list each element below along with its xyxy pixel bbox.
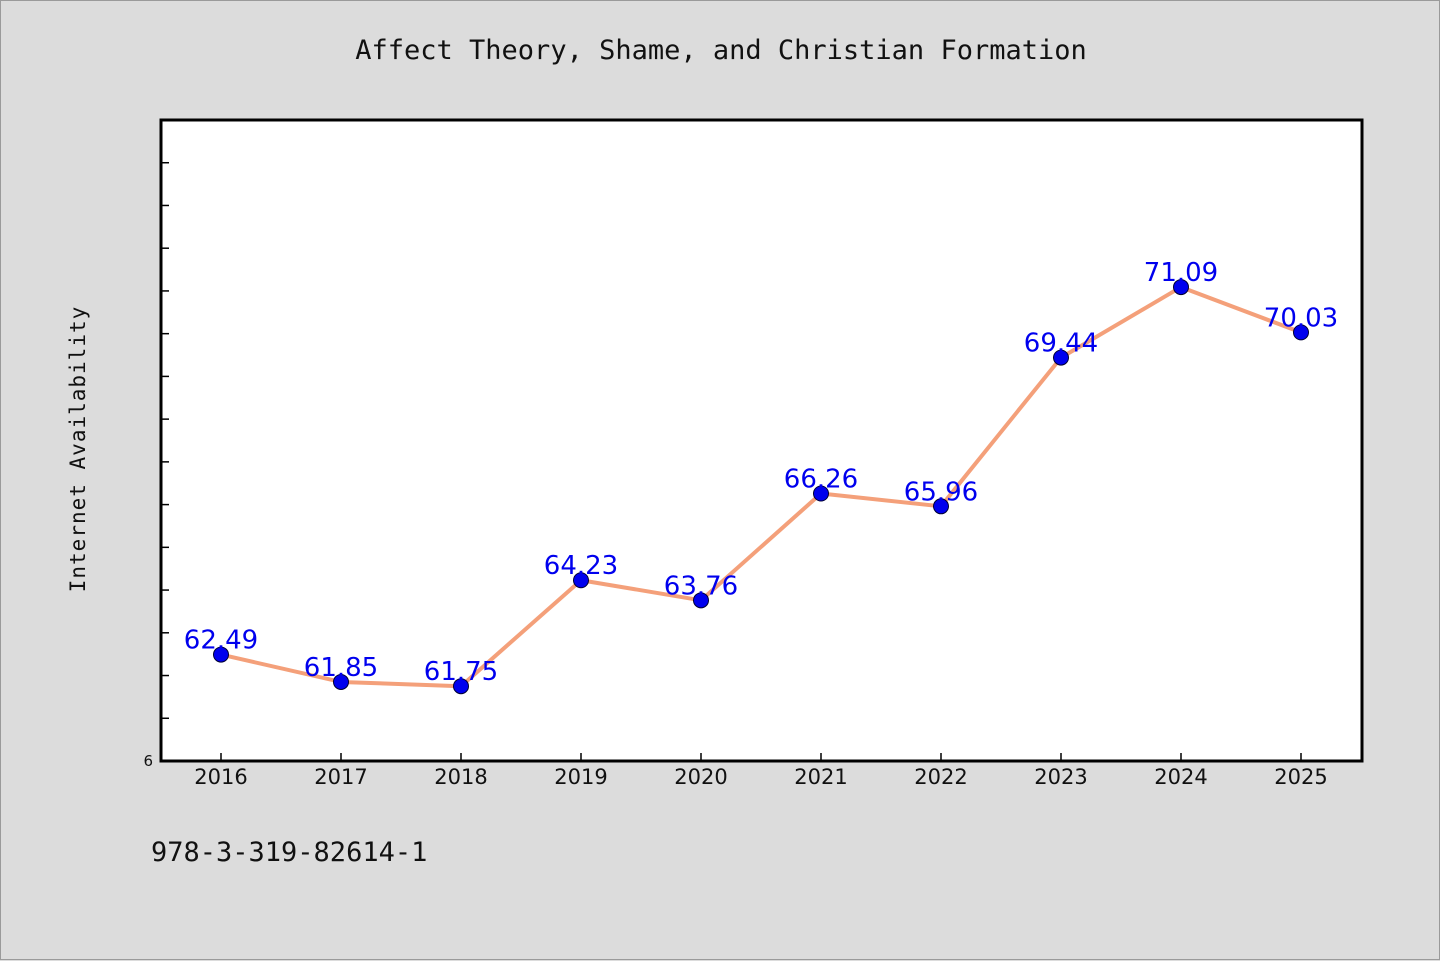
isbn-text: 978-3-319-82614-1 bbox=[151, 837, 428, 868]
plot-frame bbox=[159, 118, 1364, 763]
data-label: 71.09 bbox=[1144, 258, 1218, 288]
data-point bbox=[333, 673, 349, 690]
x-tick-label: 2023 bbox=[1034, 765, 1087, 789]
chart-title: Affect Theory, Shame, and Christian Form… bbox=[355, 35, 1087, 66]
x-tick-label: 2021 bbox=[794, 765, 847, 789]
x-tick-label: 2025 bbox=[1274, 765, 1327, 789]
y-tick-label: 6 bbox=[143, 752, 153, 770]
data-point bbox=[453, 678, 469, 695]
data-point bbox=[1293, 324, 1309, 341]
data-point bbox=[573, 572, 589, 589]
data-point bbox=[933, 498, 949, 515]
x-tick-label: 2019 bbox=[554, 765, 607, 789]
data-point bbox=[1053, 349, 1069, 366]
x-tick-label: 2016 bbox=[194, 765, 247, 789]
series-line bbox=[220, 285, 1302, 689]
data-label: 64.23 bbox=[544, 551, 618, 581]
data-point bbox=[693, 592, 709, 609]
data-label: 66.26 bbox=[784, 464, 858, 494]
data-label: 63.76 bbox=[664, 571, 738, 601]
x-tick-label: 2024 bbox=[1154, 765, 1207, 789]
x-tick-label: 2018 bbox=[434, 765, 487, 789]
data-label: 61.85 bbox=[304, 653, 378, 683]
data-point bbox=[1173, 279, 1189, 296]
x-tick-label: 2022 bbox=[914, 765, 967, 789]
data-label: 65.96 bbox=[904, 477, 978, 507]
data-label: 61.75 bbox=[424, 657, 498, 687]
data-point bbox=[213, 646, 229, 663]
data-point bbox=[813, 485, 829, 502]
x-tick-label: 2017 bbox=[314, 765, 367, 789]
data-label: 69.44 bbox=[1024, 329, 1098, 359]
data-label: 62.49 bbox=[184, 626, 258, 656]
data-label: 70.03 bbox=[1264, 303, 1338, 333]
x-tick-label: 2020 bbox=[674, 765, 727, 789]
